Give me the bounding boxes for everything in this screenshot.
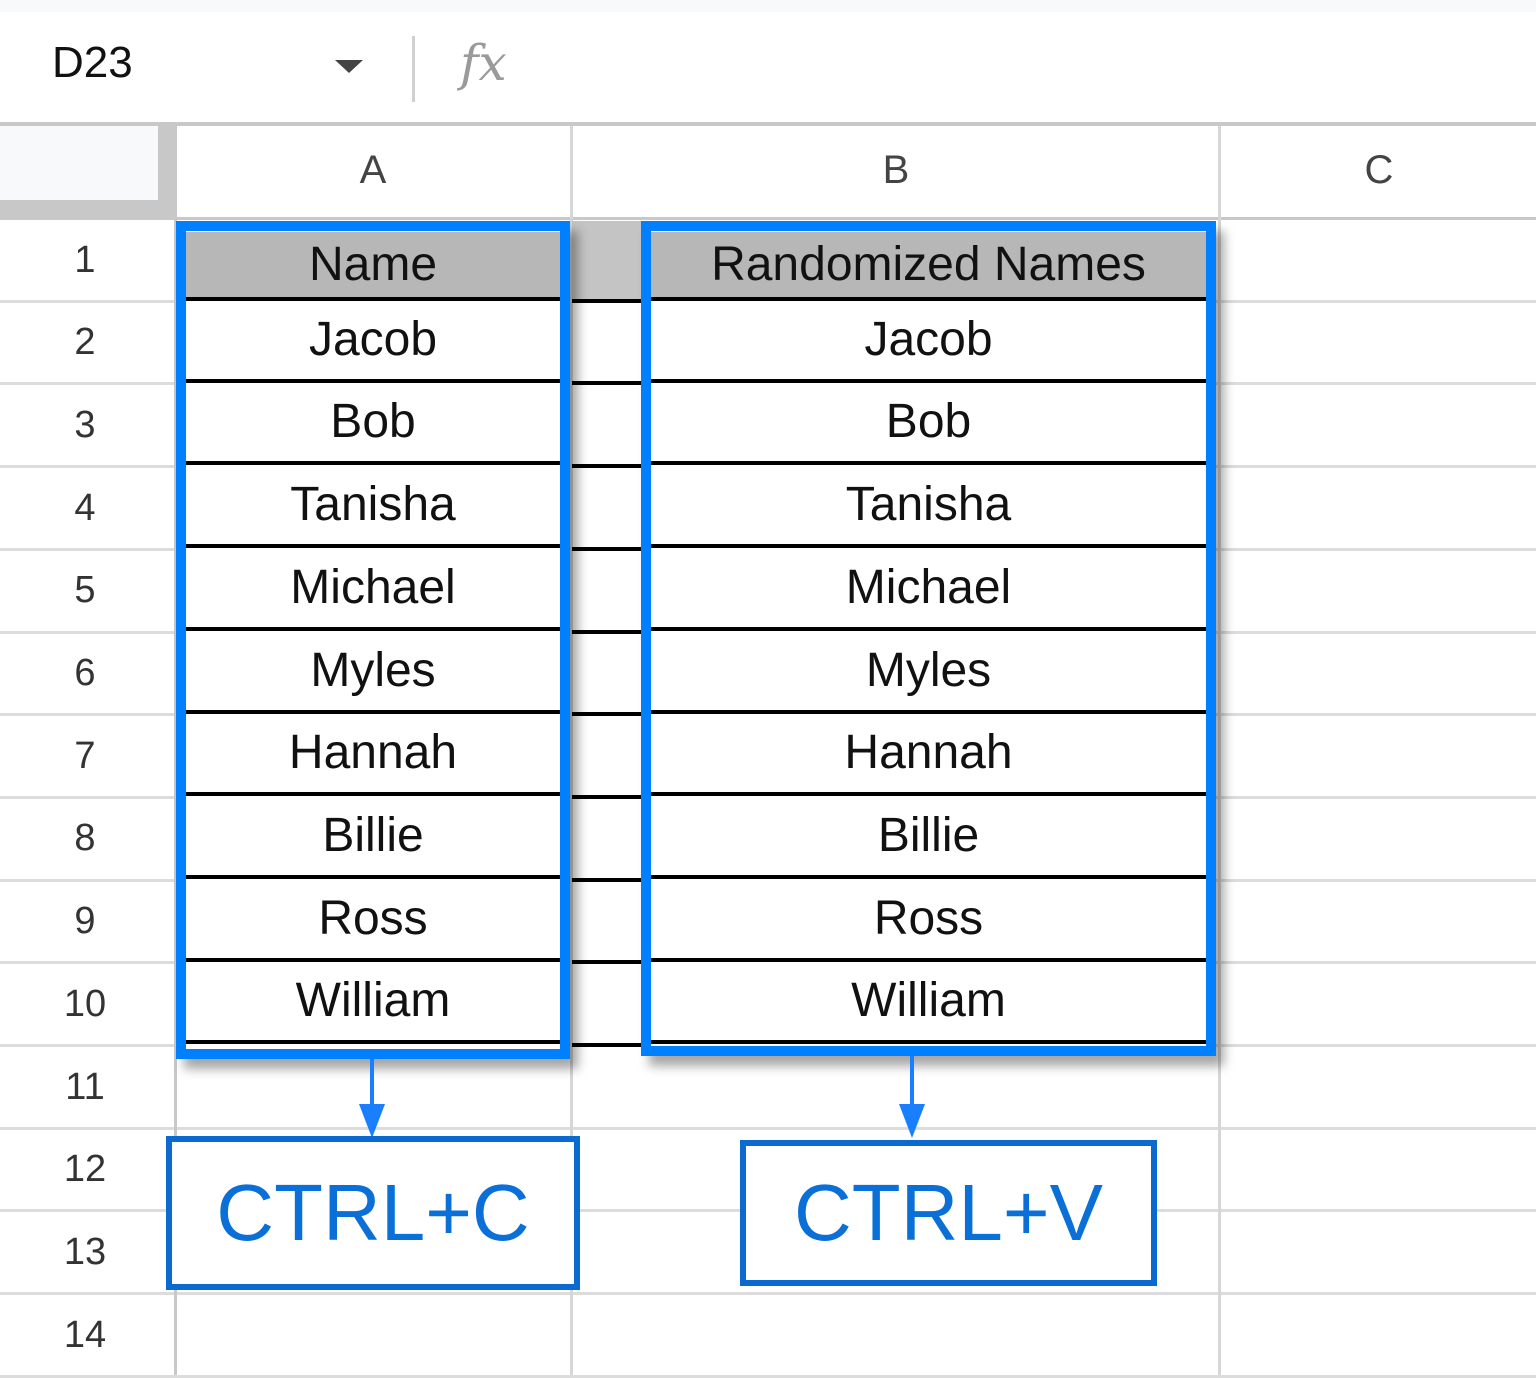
copy-arrow-icon — [359, 1104, 385, 1138]
row-header[interactable]: 3 — [74, 403, 96, 446]
data-cell[interactable]: Hannah — [186, 713, 560, 796]
paste-shortcut-label: CTRL+V — [740, 1140, 1157, 1286]
paste-arrow-line — [910, 1056, 914, 1106]
corner-fill — [0, 126, 158, 200]
data-cell[interactable]: Bob — [651, 382, 1206, 465]
data-cell[interactable]: Ross — [186, 879, 560, 962]
cell-border — [572, 464, 642, 468]
cell-border — [572, 381, 642, 385]
cell-border — [572, 299, 642, 303]
data-cell[interactable]: Hannah — [651, 713, 1206, 796]
row-header[interactable]: 1 — [74, 238, 96, 281]
top-strip — [0, 0, 1536, 12]
data-cell[interactable]: Tanisha — [651, 465, 1206, 548]
data-cell[interactable]: William — [651, 961, 1206, 1044]
cell-border — [572, 547, 642, 551]
row-header[interactable]: 8 — [74, 817, 96, 860]
row-header[interactable]: 14 — [63, 1313, 107, 1356]
grid-line — [570, 126, 573, 1375]
data-cell[interactable]: Bob — [186, 382, 560, 465]
data-cell[interactable]: Michael — [186, 548, 560, 631]
name-box[interactable]: D23 — [52, 38, 133, 87]
cell-border — [572, 1043, 642, 1047]
cell-border — [572, 878, 642, 882]
row-header[interactable]: 12 — [63, 1148, 107, 1191]
fx-icon: fx — [460, 34, 507, 92]
row-header[interactable]: 7 — [74, 734, 96, 777]
cell-border — [572, 712, 642, 716]
row-header[interactable]: 10 — [63, 982, 107, 1025]
column-header-b[interactable]: B — [574, 126, 1218, 215]
row-header[interactable]: 11 — [65, 1065, 105, 1108]
data-cell[interactable]: Billie — [651, 796, 1206, 879]
grid-line — [0, 1127, 1536, 1130]
copy-arrow-line — [370, 1059, 374, 1109]
data-cell[interactable]: Myles — [651, 631, 1206, 714]
data-cell[interactable]: Myles — [186, 631, 560, 714]
grid-line — [0, 217, 1536, 220]
grid-line — [1218, 126, 1221, 1375]
data-cell[interactable]: Ross — [651, 879, 1206, 962]
cell-border — [572, 795, 642, 799]
grid-line — [174, 126, 177, 1375]
data-cell[interactable]: Michael — [651, 548, 1206, 631]
paste-arrow-icon — [899, 1104, 925, 1138]
data-cell[interactable]: Jacob — [186, 300, 560, 383]
data-cell[interactable]: Jacob — [651, 300, 1206, 383]
column-header-c[interactable]: C — [1222, 126, 1536, 215]
row-header[interactable]: 4 — [74, 486, 96, 529]
formula-input[interactable] — [540, 30, 1520, 100]
data-cell[interactable]: Billie — [186, 796, 560, 879]
cell-border — [572, 960, 642, 964]
row-header[interactable]: 9 — [74, 900, 96, 943]
column-header-a[interactable]: A — [176, 126, 570, 215]
row-header[interactable]: 2 — [74, 321, 96, 364]
copy-shortcut-label: CTRL+C — [166, 1136, 580, 1290]
row-header[interactable]: 5 — [74, 569, 96, 612]
formula-bar-divider — [412, 36, 415, 102]
randomized-column-highlight: Randomized Names Jacob Bob Tanisha Michael My… — [641, 221, 1216, 1056]
row1-fill — [572, 221, 642, 300]
row-header[interactable]: 6 — [74, 652, 96, 694]
name-column-highlight: Name Jacob Bob Tanisha Michael Myles Hannah Bil… — [176, 221, 570, 1059]
name-box-dropdown-icon[interactable] — [335, 60, 363, 73]
data-cell[interactable]: William — [186, 961, 560, 1044]
row-header[interactable]: 13 — [63, 1230, 107, 1273]
data-cell[interactable]: Tanisha — [186, 465, 560, 548]
header-cell[interactable]: Name — [186, 232, 560, 301]
grid-line — [0, 1292, 1536, 1295]
header-divider — [0, 122, 1536, 126]
header-cell[interactable]: Randomized Names — [651, 232, 1206, 301]
cell-border — [572, 630, 642, 634]
